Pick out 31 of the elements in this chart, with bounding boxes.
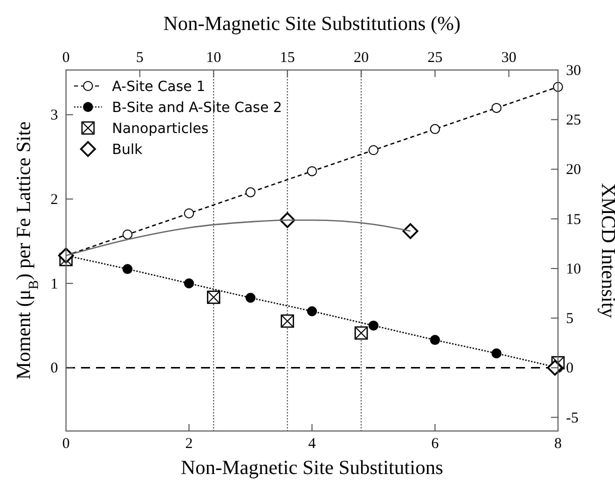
y2-tick-label: 30: [566, 63, 581, 79]
legend-label: Nanoparticles: [112, 121, 209, 137]
x-tick-label: 4: [308, 436, 316, 452]
y2-tick-label: 15: [566, 212, 581, 228]
y2-tick-label: 25: [566, 112, 581, 129]
legend-label: Bulk: [112, 142, 144, 158]
x2-tick-label: 20: [354, 50, 369, 66]
y-tick-label: 3: [50, 108, 58, 124]
x-tick-label: 8: [554, 436, 562, 452]
x-tick-label: 0: [62, 436, 70, 452]
x2-tick-label: 5: [136, 50, 144, 66]
x2-axis-title: Non-Magnetic Site Substitutions (%): [163, 13, 461, 35]
x-tick-label: 6: [431, 436, 440, 452]
x2-tick-label: 15: [280, 50, 295, 66]
legend-label: B-Site and A-Site Case 2: [112, 100, 282, 116]
y-tick-label: 2: [50, 192, 58, 208]
x2-tick-label: 10: [206, 50, 222, 66]
y2-tick-label: 10: [566, 261, 581, 278]
y-tick-label: 0: [50, 360, 58, 377]
x2-tick-label: 30: [501, 50, 516, 66]
y2-tick-label: -5: [566, 410, 578, 426]
legend-label: A-Site Case 1: [112, 79, 206, 95]
y2-tick-label: 5: [566, 311, 574, 328]
y2-tick-label: 0: [566, 360, 574, 377]
y2-tick-label: 20: [566, 162, 581, 178]
x-tick-label: 2: [185, 436, 193, 452]
y2-axis-title: XMCD Intensity: [597, 183, 615, 318]
x2-tick-label: 25: [428, 50, 443, 66]
x-axis-title: Non-Magnetic Site Substitutions: [180, 457, 444, 479]
y-tick-label: 1: [50, 276, 58, 292]
x2-tick-label: 0: [62, 50, 70, 66]
